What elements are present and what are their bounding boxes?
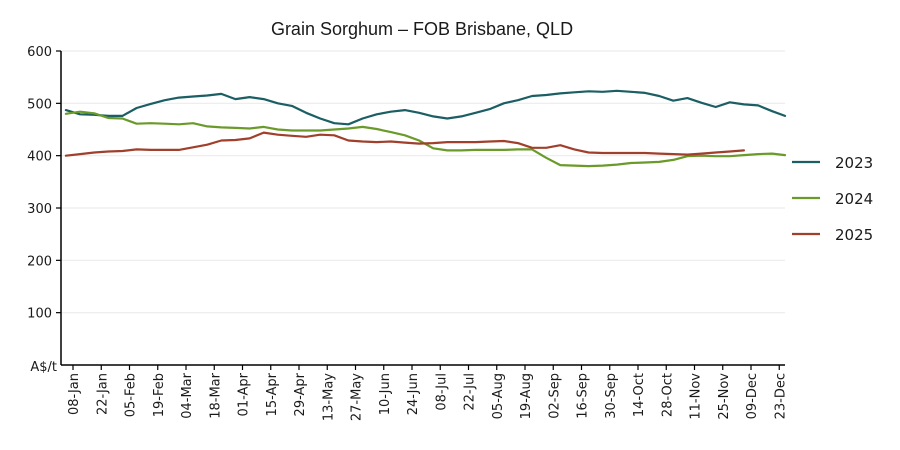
x-axis-ticks: 08-Jan 22-Jan 05-Feb 19-Feb 04-Mar 18-Mar 01-A…: [67, 365, 788, 421]
series-line-2023: [64, 89, 787, 126]
legend-label-2025: 2025: [835, 226, 873, 244]
x-tick-label: 02-Sep: [547, 373, 562, 419]
y-tick-label: 200: [27, 254, 52, 269]
x-tick-label: 16-Sep: [576, 373, 591, 419]
x-tick-label: 22-Jul: [463, 373, 478, 411]
y-tick-label: 400: [27, 150, 52, 165]
x-tick-label: 24-Jun: [406, 373, 421, 415]
x-tick-label: 08-Jan: [67, 373, 82, 415]
y-axis-unit-label: A$/t: [30, 360, 57, 375]
series-lines: [64, 89, 787, 168]
gridlines: [61, 50, 785, 314]
x-tick-label: 25-Nov: [717, 373, 732, 420]
legend: 2023 2024 2025: [792, 154, 873, 244]
x-tick-label: 19-Feb: [152, 373, 167, 417]
x-tick-label: 30-Sep: [604, 373, 619, 419]
x-tick-label: 13-May: [321, 373, 336, 421]
chart-title: Grain Sorghum – FOB Brisbane, QLD: [271, 19, 573, 39]
x-tick-label: 05-Feb: [124, 373, 139, 417]
y-axis-ticks: 100 200 300 400 500 600: [27, 45, 61, 322]
y-tick-label: 500: [27, 97, 52, 112]
x-tick-label: 09-Dec: [745, 373, 760, 419]
y-tick-label: 600: [27, 45, 52, 60]
x-tick-label: 15-Apr: [265, 372, 280, 416]
x-tick-label: 27-May: [350, 373, 365, 421]
x-tick-label: 19-Aug: [519, 373, 534, 419]
x-tick-label: 05-Aug: [491, 373, 506, 419]
x-tick-label: 10-Jun: [378, 373, 393, 415]
x-tick-label: 28-Oct: [660, 373, 675, 417]
x-tick-label: 29-Apr: [293, 372, 308, 416]
y-tick-label: 300: [27, 202, 52, 217]
x-tick-label: 08-Jul: [434, 373, 449, 411]
x-tick-label: 22-Jan: [95, 373, 110, 415]
x-tick-label: 11-Nov: [689, 373, 704, 420]
series-line-2025: [64, 131, 746, 157]
series-line-2024: [64, 110, 787, 168]
y-tick-label: 100: [27, 307, 52, 322]
x-tick-label: 23-Dec: [773, 373, 788, 419]
legend-label-2023: 2023: [835, 154, 873, 172]
x-tick-label: 01-Apr: [237, 372, 252, 416]
x-tick-label: 04-Mar: [180, 372, 195, 418]
x-tick-label: 14-Oct: [632, 373, 647, 417]
legend-label-2024: 2024: [835, 190, 873, 208]
x-tick-label: 18-Mar: [208, 372, 223, 418]
